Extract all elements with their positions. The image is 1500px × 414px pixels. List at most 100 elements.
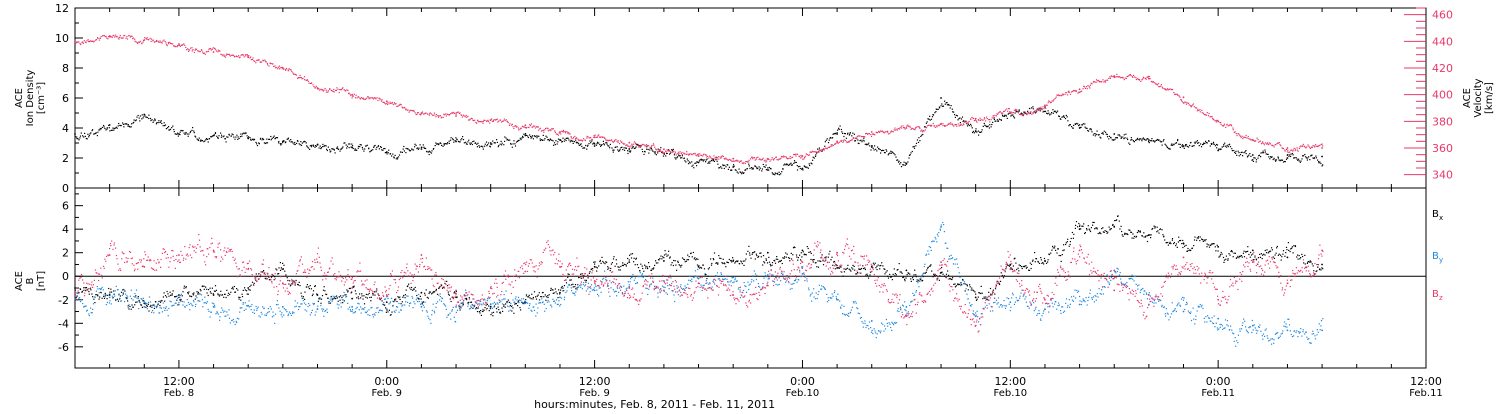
bx-series-dot xyxy=(1154,227,1155,228)
ion-density-series-dot xyxy=(521,138,522,139)
velocity-series-dot xyxy=(291,71,292,72)
velocity-series-dot xyxy=(1040,108,1041,109)
velocity-series-dot xyxy=(1302,145,1303,146)
ion-density-series-dot xyxy=(195,136,196,137)
velocity-series-dot xyxy=(143,42,144,43)
velocity-series-dot xyxy=(1198,110,1199,111)
ion-density-series-dot xyxy=(759,169,760,170)
bx-series-dot xyxy=(389,310,390,311)
ion-density-series-dot xyxy=(621,147,622,148)
bx-series-dot xyxy=(990,294,991,295)
ion-density-series-dot xyxy=(1040,110,1041,111)
velocity-series-dot xyxy=(1258,139,1259,140)
by-series-dot xyxy=(227,314,228,315)
ion-density-series-dot xyxy=(141,118,142,119)
bx-series-dot xyxy=(1094,228,1095,229)
ion-density-series-dot xyxy=(1100,137,1101,138)
x-tick-time-label: 0:00 xyxy=(790,375,815,388)
ion-density-series-dot xyxy=(817,149,818,150)
ion-density-series-dot xyxy=(929,116,930,117)
ion-density-series-dot xyxy=(282,142,283,143)
ion-density-series-dot xyxy=(1192,146,1193,147)
bx-series-dot xyxy=(884,269,885,270)
velocity-series-dot xyxy=(984,117,985,118)
velocity-series-dot xyxy=(800,155,801,156)
bx-series-dot xyxy=(1012,269,1013,270)
velocity-series-dot xyxy=(375,98,376,99)
velocity-series-dot xyxy=(1279,142,1280,143)
ion-density-series-dot xyxy=(127,126,128,127)
by-series-dot xyxy=(199,301,200,302)
ion-density-series-dot xyxy=(796,162,797,163)
velocity-series-dot xyxy=(969,121,970,122)
velocity-series-dot xyxy=(259,59,260,60)
velocity-series-dot xyxy=(482,123,483,124)
bx-series-dot xyxy=(967,285,968,286)
velocity-series-dot xyxy=(910,127,911,128)
velocity-series-dot xyxy=(994,117,995,118)
velocity-series-dot xyxy=(276,67,277,68)
velocity-series-dot xyxy=(545,128,546,129)
bx-series-dot xyxy=(315,285,316,286)
ion-density-series-dot xyxy=(603,141,604,142)
velocity-series-dot xyxy=(96,39,97,40)
ion-density-series-dot xyxy=(144,114,145,115)
velocity-series-dot xyxy=(667,149,668,150)
velocity-series-dot xyxy=(1063,94,1064,95)
left-axis-label: Ion Density xyxy=(25,70,36,127)
ion-density-series-dot xyxy=(846,138,847,139)
bx-series-dot xyxy=(909,274,910,275)
velocity-series-dot xyxy=(128,35,129,36)
velocity-series-dot xyxy=(530,125,531,126)
velocity-series-dot xyxy=(1194,106,1195,107)
bx-series-point xyxy=(421,292,423,294)
ion-density-series-dot xyxy=(1309,159,1310,160)
bx-series-dot xyxy=(1204,240,1205,241)
bx-series-dot xyxy=(988,296,989,297)
velocity-series-dot xyxy=(795,154,796,155)
bottom-panel-frame xyxy=(75,188,1426,368)
ion-density-series-dot xyxy=(291,141,292,142)
bx-series-dot xyxy=(770,264,771,265)
velocity-series-dot xyxy=(472,118,473,119)
ion-density-series-dot xyxy=(274,136,275,137)
velocity-series-dot xyxy=(447,114,448,115)
bx-series-dot xyxy=(283,265,284,266)
bx-series-dot xyxy=(625,264,626,265)
ion-density-series-dot xyxy=(349,147,350,148)
bx-series-dot xyxy=(427,297,428,298)
by-series-dot xyxy=(277,304,278,305)
velocity-series-dot xyxy=(518,129,519,130)
velocity-series-dot xyxy=(225,57,226,58)
ion-density-series-dot xyxy=(1103,134,1104,135)
bx-series-dot xyxy=(1142,235,1143,236)
ion-density-series-dot xyxy=(1144,139,1145,140)
bx-series-dot xyxy=(596,271,597,272)
bx-series-dot xyxy=(172,293,173,294)
ion-density-series-dot xyxy=(984,123,985,124)
ion-density-series-dot xyxy=(739,169,740,170)
ion-density-series-dot xyxy=(1099,134,1100,135)
ion-density-series-dot xyxy=(1145,140,1146,141)
ion-density-series-dot xyxy=(488,142,489,143)
bx-series-dot xyxy=(245,289,246,290)
ion-density-series-dot xyxy=(1231,148,1232,149)
velocity-series-dot xyxy=(921,129,922,130)
ion-density-series-dot xyxy=(560,140,561,141)
ion-density-series-dot xyxy=(101,128,102,129)
ion-density-series-dot xyxy=(827,138,828,139)
ion-density-series-dot xyxy=(988,126,989,127)
bx-series-dot xyxy=(176,300,177,301)
bx-series-dot xyxy=(873,263,874,264)
velocity-series-dot xyxy=(1306,146,1307,147)
ion-density-series-dot xyxy=(813,157,814,158)
ion-density-series-dot xyxy=(660,147,661,148)
bx-series-dot xyxy=(406,290,407,291)
ion-density-series-dot xyxy=(136,119,137,120)
bx-series-dot xyxy=(1024,266,1025,267)
ion-density-series-dot xyxy=(736,170,737,171)
ion-density-series-dot xyxy=(749,165,750,166)
bx-series-dot xyxy=(1062,254,1063,255)
ion-density-series-dot xyxy=(553,145,554,146)
bx-series-dot xyxy=(476,307,477,308)
